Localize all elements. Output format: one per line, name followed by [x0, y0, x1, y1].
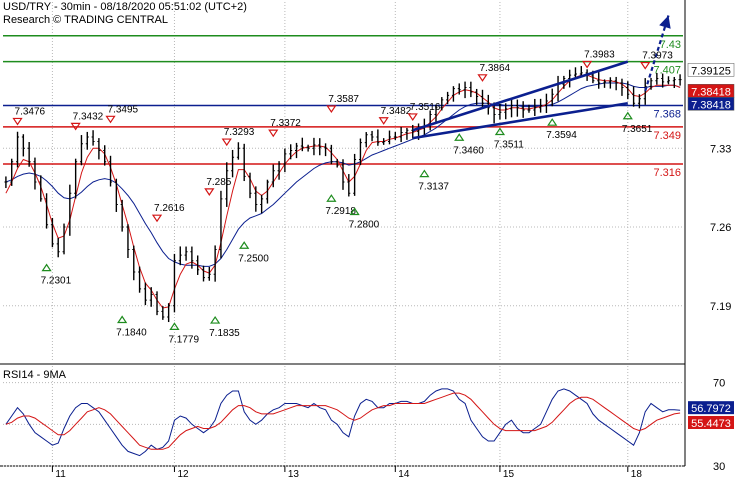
rsi-y-tick-label: 70 — [713, 378, 725, 390]
pivot-high-label: 7.2616 — [154, 203, 185, 214]
low-marker-icon — [41, 263, 52, 272]
level-label: 7.316 — [653, 167, 681, 179]
chart-title: USD/TRY - 30min - 08/18/2020 05:51:02 (U… — [3, 1, 247, 13]
x-tick-label: 15 — [503, 469, 515, 480]
price-y-tick-label: 7.33 — [710, 143, 731, 155]
level-label: 7.43 — [660, 39, 681, 51]
pivot-high-label: 7.3587 — [328, 94, 359, 105]
rsi-tag — [688, 401, 734, 415]
price-axis-panel — [685, 0, 735, 480]
high-marker-icon — [477, 74, 488, 82]
low-marker-icon — [622, 111, 633, 120]
pivot-low-label: 7.1779 — [168, 334, 199, 345]
chart-subtitle: Research © TRADING CENTRAL — [3, 14, 168, 26]
high-marker-icon — [378, 117, 389, 125]
low-marker-icon — [349, 207, 360, 216]
x-tick-label: 14 — [398, 469, 410, 480]
trend-channel — [412, 15, 671, 140]
low-marker-icon — [494, 127, 506, 136]
pivot-low-label: 7.2301 — [41, 276, 72, 287]
pivot-low-label: 7.2918 — [325, 206, 356, 217]
price-bars — [4, 66, 682, 323]
price-tag-label: 7.38418 — [691, 99, 731, 111]
pivot-high-label: 7.3516 — [410, 102, 441, 113]
level-label: 7.349 — [653, 130, 681, 142]
price-y-tick-label: 7.26 — [710, 222, 731, 234]
high-marker-icon — [70, 122, 81, 131]
price-grid: 7.19 7.26 7.33 11 12 13 14 15 18 — [3, 2, 731, 480]
pivot-high-label: 7.3983 — [584, 49, 615, 60]
pivot-high-label: 7.3973 — [642, 51, 673, 62]
rsi-tag-label: 56.7972 — [691, 403, 731, 415]
rsi-line — [5, 388, 681, 457]
high-marker-icon — [151, 214, 163, 223]
pivot-low-label: 7.3460 — [453, 145, 484, 156]
low-marker-icon — [239, 241, 250, 249]
rsi-y-tick-label: 30 — [713, 461, 725, 473]
pivot-low-label: 7.1840 — [116, 328, 147, 339]
x-tick-label: 11 — [55, 469, 66, 480]
level-label: 7.368 — [653, 109, 681, 121]
high-marker-icon — [221, 138, 232, 147]
pivot-high-label: 7.3495 — [108, 104, 139, 115]
pivot-annotations: 7.3476 7.3432 7.3495 7.3293 7.3372 7.3587 7.34… — [12, 49, 673, 345]
low-marker-icon — [117, 315, 128, 324]
pivot-low-label: 7.3594 — [546, 130, 577, 141]
low-marker-icon — [547, 118, 558, 126]
projection-arrow-head — [659, 15, 671, 29]
pivot-low-label: 7.3511 — [494, 140, 524, 151]
x-tick-label: 18 — [631, 469, 643, 480]
rsi-tag-label: 55.4473 — [691, 418, 731, 430]
high-marker-icon — [407, 113, 418, 122]
low-marker-icon — [210, 315, 221, 324]
pivot-high-label: 7.3482 — [381, 106, 412, 117]
price-y-tick-label: 7.19 — [710, 301, 731, 313]
rsi-title: RSI14 - 9MA — [3, 369, 67, 381]
pivot-high-label: 7.3372 — [270, 118, 301, 129]
price-tag-label: 7.38418 — [691, 86, 731, 98]
pivot-high-label: 7.3432 — [73, 111, 104, 122]
level-label: 7.407 — [653, 65, 681, 77]
pivot-high-label: 7.3293 — [224, 127, 255, 138]
price-tag — [687, 97, 735, 111]
pivot-low-label: 7.1835 — [209, 328, 240, 339]
x-tick-label: 12 — [177, 469, 189, 480]
high-marker-icon — [12, 117, 23, 126]
pivot-high-label: 7.3864 — [479, 63, 510, 74]
channel-line — [412, 101, 628, 140]
high-marker-icon — [326, 105, 337, 114]
high-marker-icon — [105, 115, 116, 124]
x-tick-label: 13 — [288, 469, 300, 480]
high-marker-icon — [204, 188, 215, 196]
high-marker-icon — [640, 61, 651, 70]
low-marker-icon — [454, 133, 465, 141]
projection-arrow — [644, 15, 670, 92]
pivot-low-label: 7.3651 — [622, 124, 653, 135]
price-tag — [687, 63, 735, 77]
high-marker-icon — [268, 129, 279, 138]
rsi-tag — [688, 415, 734, 429]
pivot-low-label: 7.2800 — [349, 220, 380, 231]
pivot-low-label: 7.2500 — [238, 253, 269, 264]
low-marker-icon — [326, 194, 337, 202]
pivot-high-label: 7.3476 — [15, 106, 46, 117]
high-marker-icon — [581, 60, 593, 69]
low-marker-icon — [419, 169, 430, 178]
pivot-low-label: 7.3137 — [418, 182, 449, 193]
pivot-high-label: 7.285 — [206, 177, 231, 188]
low-marker-icon — [169, 322, 180, 330]
channel-line — [412, 60, 629, 132]
rsi-ma-line — [5, 392, 681, 450]
price-tag-label: 7.39125 — [691, 65, 731, 77]
